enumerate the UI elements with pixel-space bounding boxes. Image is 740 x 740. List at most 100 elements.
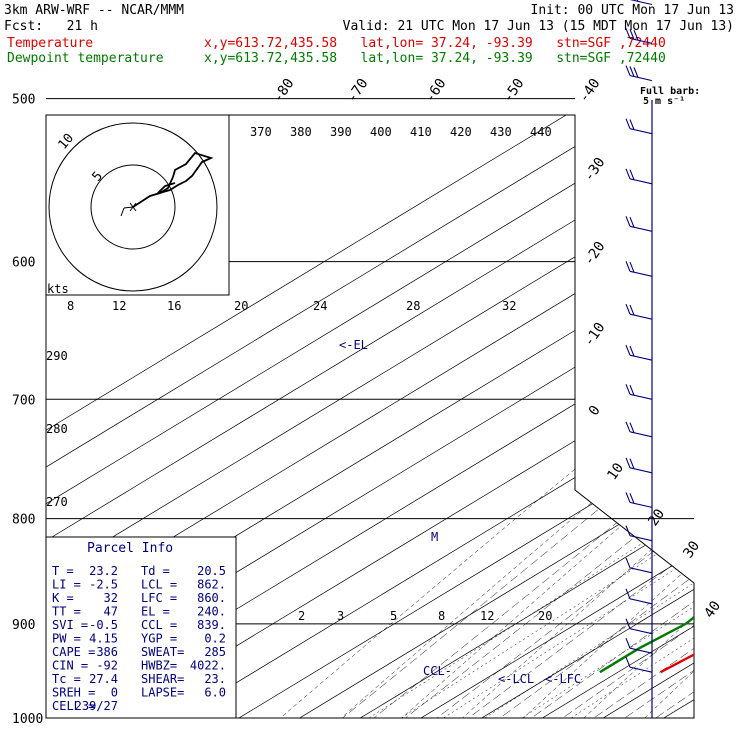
theta-label: 390 xyxy=(330,125,352,139)
annotation-label: M xyxy=(431,530,438,544)
parcel-label: CCL = xyxy=(141,618,177,632)
dry-adiabat-line xyxy=(599,115,694,718)
isotherm-label: 10 xyxy=(604,460,627,483)
mixing-ratio-line xyxy=(484,261,694,718)
temperature-location: x,y=613.72,435.58 lat,lon= 37.24, -93.39… xyxy=(204,36,666,51)
parcel-value: 47 xyxy=(104,605,118,619)
parcel-label: TT = xyxy=(52,605,81,619)
hodograph-speed-label: 12 xyxy=(112,299,126,313)
wind-barb xyxy=(625,637,653,654)
parcel-label: CAPE = xyxy=(52,645,95,659)
hodograph-speed-label: 32 xyxy=(502,299,516,313)
annotation-label: <-LCL xyxy=(498,672,534,686)
moist-adiabat-line xyxy=(561,115,694,718)
theta-label: 430 xyxy=(490,125,512,139)
isotherm-line xyxy=(288,115,694,718)
hodograph-ring-10 xyxy=(48,122,218,292)
theta-label: 400 xyxy=(370,125,392,139)
hodograph-speed-label: 16 xyxy=(167,299,181,313)
parcel-value: 20.5 xyxy=(197,564,226,578)
mixing-ratio-label: 2 xyxy=(298,609,305,623)
parcel-label: LAPSE= xyxy=(141,686,184,700)
pressure-label-800: 800 xyxy=(12,513,35,528)
isotherm-line xyxy=(166,115,694,718)
pressure-label-600: 600 xyxy=(12,256,35,271)
dewpoint-legend: Dewpoint temperature xyxy=(7,51,164,66)
dry-adiabat-line xyxy=(352,115,694,718)
parcel-value: 23. xyxy=(204,672,226,686)
wind-barb xyxy=(625,28,653,44)
pressure-label-700: 700 xyxy=(12,393,35,408)
isotherm-label: -50 xyxy=(500,76,528,106)
wind-barb xyxy=(625,525,653,542)
hodograph-speed-label: 8 xyxy=(67,299,74,313)
isotherm-line xyxy=(591,115,694,718)
isotherm-label: -30 xyxy=(581,155,609,185)
isotherm-label: 40 xyxy=(701,598,724,621)
moist-adiabat-line xyxy=(500,115,694,718)
forecast-hour: Fcst: 21 h xyxy=(4,19,98,34)
isotherm-label: 30 xyxy=(680,538,703,561)
wind-barb xyxy=(625,557,653,574)
hodograph-kts-label: kts xyxy=(47,282,69,296)
wind-barb xyxy=(629,0,653,6)
parcel-value: 6.0 xyxy=(204,686,226,700)
parcel-row: T = 23.2 Td = 20.5 xyxy=(52,564,226,578)
isotherm-label: -40 xyxy=(576,76,604,106)
parcel-row: CELL =239/27 xyxy=(52,699,118,713)
theta-label: 280 xyxy=(46,422,68,436)
parcel-value: 240. xyxy=(197,605,226,619)
wind-barb xyxy=(625,457,653,474)
barb-legend: Full barb: 5 m s⁻¹ xyxy=(640,86,700,107)
isotherm-label: -70 xyxy=(344,76,372,106)
moist-adiabat-line xyxy=(531,115,694,718)
wind-barbs xyxy=(625,0,653,718)
wind-barb xyxy=(625,421,653,438)
wind-barb xyxy=(625,118,653,135)
moist-adiabat-line xyxy=(409,115,694,718)
parcel-info-title: Parcel Info xyxy=(87,541,173,556)
parcel-value: -0.5 xyxy=(89,618,118,632)
init-time: Init: 00 UTC Mon 17 Jun 13 xyxy=(530,3,735,18)
wind-barb xyxy=(625,656,653,673)
annotation-label: CCL- xyxy=(423,664,452,678)
mixing-ratio-label: 5 xyxy=(390,609,397,623)
parcel-label: LFC = xyxy=(141,591,177,605)
parcel-value: 860. xyxy=(197,591,226,605)
hodograph-speed-label: 20 xyxy=(234,299,248,313)
moist-adiabat-line xyxy=(591,115,694,718)
parcel-row: CAPE = 386 SWEAT= 285 xyxy=(52,645,226,659)
parcel-label: PW = xyxy=(52,632,81,646)
parcel-row: PW = 4.15 YGP = 0.2 xyxy=(52,632,226,646)
parcel-value: 0.2 xyxy=(204,632,226,646)
parcel-label: SHEAR= xyxy=(141,672,184,686)
moist-adiabat-line xyxy=(318,115,694,718)
mixing-ratio-label: 12 xyxy=(480,609,494,623)
parcel-value: 27.4 xyxy=(89,672,118,686)
dry-adiabat-line xyxy=(291,115,694,718)
isotherm-label: -80 xyxy=(270,76,298,106)
parcel-value: 839. xyxy=(197,618,226,632)
parcel-value: 239/27 xyxy=(75,699,118,713)
parcel-label: YGP = xyxy=(141,632,177,646)
wind-barb xyxy=(625,618,653,635)
moist-adiabat-line xyxy=(379,115,694,718)
pressure-label-500: 500 xyxy=(12,93,35,108)
parcel-label: CELL = xyxy=(52,699,95,713)
parcel-label: K = xyxy=(52,591,74,605)
dry-adiabat-line xyxy=(229,115,694,718)
parcel-label: SVI = xyxy=(52,618,88,632)
wind-barb xyxy=(625,65,653,82)
parcel-label: LI = xyxy=(52,578,81,592)
wind-barb xyxy=(625,492,653,508)
wind-barb xyxy=(625,261,653,277)
isotherm-label: -60 xyxy=(422,76,450,106)
theta-label: 270 xyxy=(46,495,68,509)
parcel-row: LI = -2.5 LCL = 862. xyxy=(52,578,226,592)
